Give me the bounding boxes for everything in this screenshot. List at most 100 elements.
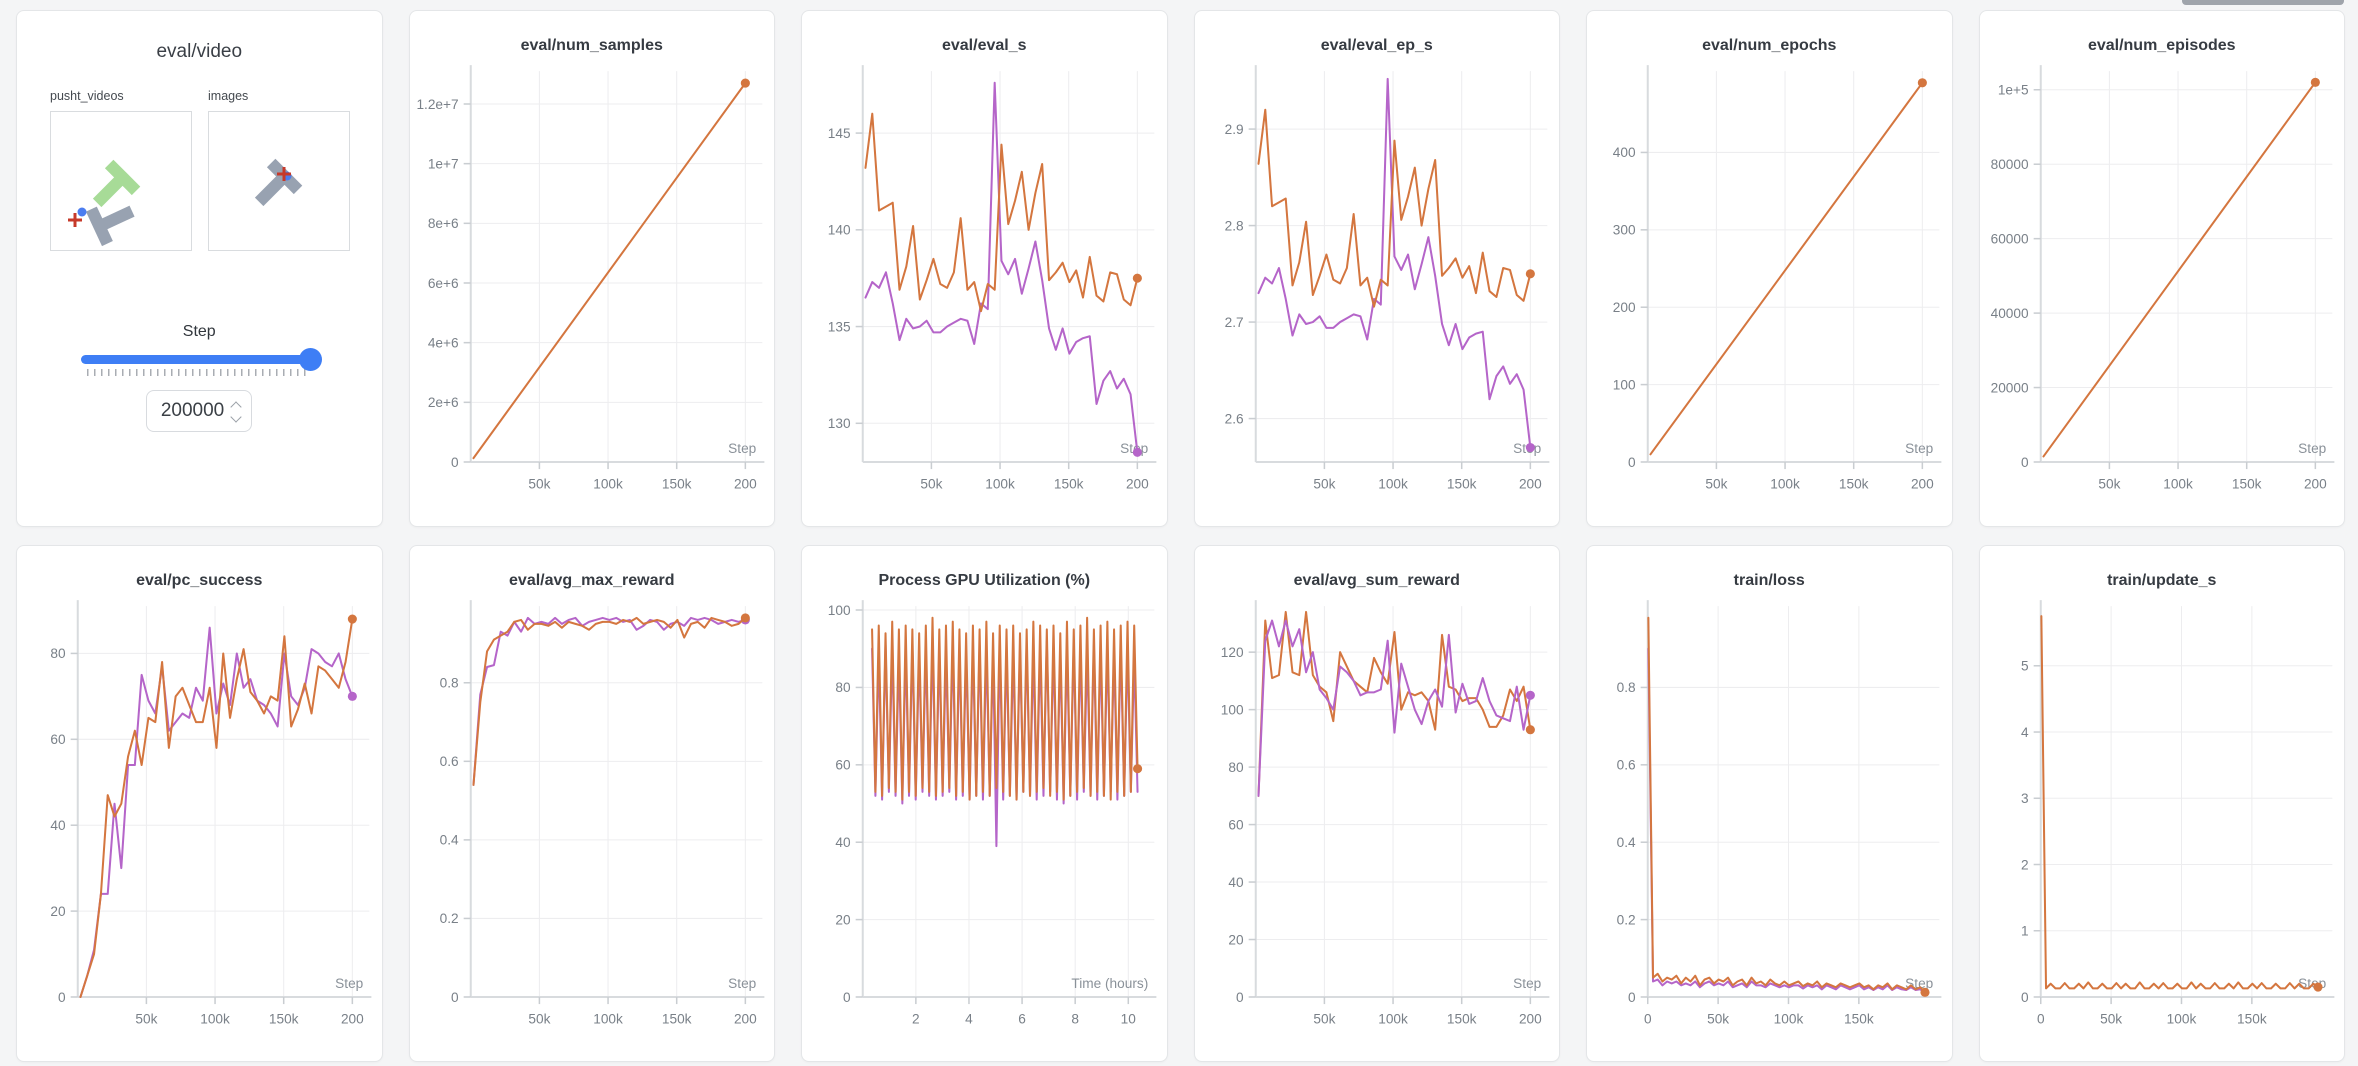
chart-canvas[interactable]: 50k 100k 150k 200 0 20 40 60 80 100 120 Step <box>1195 592 1560 1050</box>
svg-text:60000: 60000 <box>1990 231 2028 246</box>
panel-eval-eval-ep-s[interactable]: eval/eval_ep_s 50k 100k 150k 200 2.6 2.7 2.8 2.… <box>1193 10 1560 527</box>
svg-text:200: 200 <box>2303 476 2326 491</box>
gray-t-shape <box>254 158 303 207</box>
svg-text:5: 5 <box>2020 659 2028 674</box>
panel-eval-eval-s[interactable]: eval/eval_s 50k 100k 150k 200 130 135 140 145 St… <box>801 10 1168 527</box>
svg-text:8e+6: 8e+6 <box>427 216 458 231</box>
slider-track[interactable] <box>80 348 322 371</box>
svg-text:100: 100 <box>1613 377 1636 392</box>
pusht-scene-image <box>68 159 141 247</box>
panel-eval-num-epochs[interactable]: eval/num_epochs 50k 100k 150k 200 0 100 200 300… <box>1586 10 1953 527</box>
series-orange <box>1647 616 1926 994</box>
svg-text:0.4: 0.4 <box>1617 835 1636 850</box>
svg-text:0.8: 0.8 <box>439 676 458 691</box>
panel-process-gpu-utilization-[interactable]: Process GPU Utilization (%) 2 4 6 8 10 0 20 40 6… <box>801 545 1168 1062</box>
svg-text:2: 2 <box>2020 857 2028 872</box>
images-thumbnail[interactable] <box>208 111 350 251</box>
svg-text:20: 20 <box>1228 932 1244 947</box>
svg-text:100k: 100k <box>2166 1011 2196 1026</box>
chart-canvas[interactable]: 50k 100k 150k 200 0 20000 40000 60000 80000 1e+5 S… <box>1980 57 2345 515</box>
svg-text:50k: 50k <box>2098 476 2120 491</box>
panel-eval-avg-max-reward[interactable]: eval/avg_max_reward 50k 100k 150k 200 0 0.2 0.… <box>408 545 775 1062</box>
panel-eval-pc-success[interactable]: eval/pc_success 50k 100k 150k 200 0 20 40 60 80 S… <box>16 545 383 1062</box>
stepper-up-icon[interactable] <box>230 400 242 413</box>
slider-tick-marks <box>87 369 312 376</box>
chart-title: eval/avg_sum_reward <box>1293 572 1460 589</box>
panel-eval-num-samples[interactable]: eval/num_samples 50k 100k 150k 200 0 2e+6 4e+6… <box>408 10 775 527</box>
chart-canvas[interactable]: 50k 100k 150k 200 0 2e+6 4e+6 6e+6 8e+6 1e+7 1.2e+… <box>410 57 775 515</box>
svg-text:400: 400 <box>1613 145 1636 160</box>
number-stepper[interactable] <box>230 400 242 423</box>
svg-text:100k: 100k <box>1378 1011 1408 1026</box>
svg-text:2: 2 <box>912 1011 920 1026</box>
axes <box>1640 600 1942 1005</box>
svg-text:120: 120 <box>1220 645 1243 660</box>
svg-text:0: 0 <box>2020 990 2028 1005</box>
svg-text:200: 200 <box>1126 476 1149 491</box>
svg-text:100k: 100k <box>1378 476 1408 491</box>
series-purple <box>79 626 354 999</box>
svg-text:80000: 80000 <box>1990 157 2028 172</box>
axis-labels: 50k 100k 150k 200 0 20000 40000 60000 80000 1e+5 <box>1990 83 2327 492</box>
panel-eval-video: eval/video pusht_videos <box>16 10 383 527</box>
axes <box>855 600 1157 1005</box>
panel-eval-avg-sum-reward[interactable]: eval/avg_sum_reward 50k 100k 150k 200 0 20 40 6… <box>1193 545 1560 1062</box>
pusht-video-thumbnail[interactable] <box>50 111 192 251</box>
chart-canvas[interactable]: 50k 100k 150k 200 0 0.2 0.4 0.6 0.8 Step <box>410 592 775 1050</box>
svg-text:150k: 150k <box>2237 1011 2267 1026</box>
axis-labels: 50k 100k 150k 200 2.6 2.7 2.8 2.9 <box>1224 122 1542 491</box>
svg-text:40: 40 <box>1228 875 1244 890</box>
series-purple <box>1256 77 1531 449</box>
gridlines <box>862 606 1155 997</box>
svg-text:0: 0 <box>2036 1011 2044 1026</box>
svg-text:2.6: 2.6 <box>1224 411 1243 426</box>
scrollbar-remnant[interactable] <box>2182 0 2344 5</box>
svg-text:0.8: 0.8 <box>1617 680 1636 695</box>
video-thumb-label: images <box>208 89 249 103</box>
svg-text:2e+6: 2e+6 <box>427 395 458 410</box>
x-axis-caption: Step <box>728 441 756 456</box>
svg-text:145: 145 <box>828 126 851 141</box>
step-value-field[interactable] <box>158 399 227 423</box>
svg-text:50k: 50k <box>2100 1011 2122 1026</box>
gridlines <box>2040 71 2332 462</box>
chart-title: eval/eval_s <box>941 37 1027 54</box>
end-point-marker <box>1525 725 1535 735</box>
step-slider[interactable] <box>80 348 322 376</box>
end-point-marker <box>1132 447 1142 457</box>
stepper-down-icon[interactable] <box>230 410 242 423</box>
svg-text:0.2: 0.2 <box>1617 912 1636 927</box>
panel-eval-num-episodes[interactable]: eval/num_episodes 50k 100k 150k 200 0 20000 40… <box>1978 10 2345 527</box>
axes <box>2033 600 2334 1005</box>
axes <box>463 600 764 1005</box>
svg-text:100k: 100k <box>1774 1011 1804 1026</box>
svg-text:20000: 20000 <box>1990 380 2028 395</box>
series-purple <box>471 616 746 786</box>
slider-thumb[interactable] <box>298 348 322 371</box>
svg-text:0.2: 0.2 <box>439 911 458 926</box>
chart-canvas[interactable]: 50k 100k 150k 200 0 100 200 300 400 Step <box>1587 57 1952 515</box>
panel-train-update-s[interactable]: train/update_s 0 50k 100k 150k 0 1 2 3 4 5 Step <box>1978 545 2345 1062</box>
target-cross <box>277 167 291 181</box>
svg-text:200: 200 <box>733 1011 756 1026</box>
green-t-shape <box>92 159 141 208</box>
panel-train-loss[interactable]: train/loss 0 50k 100k 150k 0 0.2 0.4 0.6 0.8 Step <box>1586 545 1953 1062</box>
svg-text:135: 135 <box>828 319 851 334</box>
axis-labels: 50k 100k 150k 200 0 100 200 300 400 <box>1613 145 1934 491</box>
step-number-input[interactable] <box>146 390 253 432</box>
svg-text:50k: 50k <box>1707 1011 1729 1026</box>
svg-text:300: 300 <box>1613 223 1636 238</box>
svg-text:4: 4 <box>965 1011 973 1026</box>
axis-labels: 0 50k 100k 150k 0 1 2 3 4 5 <box>2020 659 2266 1027</box>
chart-title: train/loss <box>1733 572 1805 589</box>
svg-text:0: 0 <box>450 990 458 1005</box>
series-purple <box>1256 619 1531 797</box>
svg-text:130: 130 <box>828 416 851 431</box>
chart-canvas[interactable]: 50k 100k 150k 200 0 20 40 60 80 Step <box>17 592 382 1050</box>
svg-text:50k: 50k <box>1705 476 1727 491</box>
